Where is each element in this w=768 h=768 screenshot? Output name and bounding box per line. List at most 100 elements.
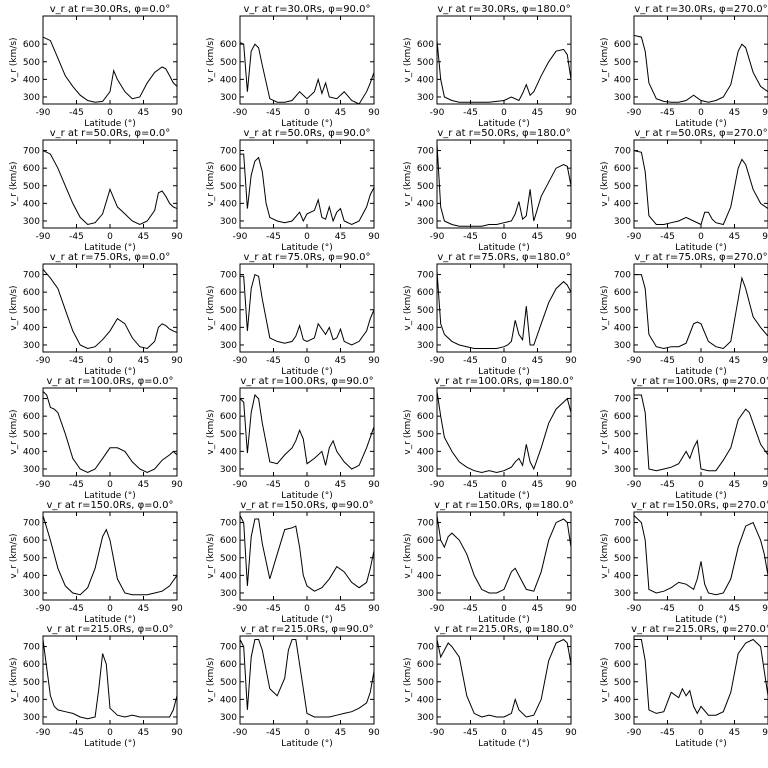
panel-title: v_r at r=75.0Rs, φ=0.0° bbox=[50, 252, 171, 263]
x-tick-label: -45 bbox=[266, 108, 281, 118]
x-tick-label: -45 bbox=[266, 604, 281, 614]
x-axis-label: Latitude (°) bbox=[675, 119, 726, 129]
panel-title: v_r at r=50.0Rs, φ=90.0° bbox=[244, 128, 371, 139]
x-tick-label: 0 bbox=[698, 356, 704, 366]
x-tick-label: 0 bbox=[698, 728, 704, 738]
y-tick-label: 400 bbox=[220, 571, 237, 581]
y-tick-label: 300 bbox=[614, 589, 631, 599]
x-tick-label: 0 bbox=[304, 728, 310, 738]
y-tick-label: 600 bbox=[417, 660, 434, 670]
x-tick-label: 45 bbox=[138, 232, 149, 242]
y-axis-label: v_r (km/s) bbox=[9, 285, 19, 330]
x-tick-label: -45 bbox=[69, 356, 84, 366]
y-tick-label: 600 bbox=[23, 660, 40, 670]
x-tick-label: 45 bbox=[729, 480, 740, 490]
x-tick-label: 90 bbox=[565, 232, 577, 242]
vr-series-line bbox=[633, 515, 768, 596]
x-tick-label: -90 bbox=[430, 356, 445, 366]
vr-series-line bbox=[239, 394, 375, 470]
plot-frame bbox=[436, 15, 572, 105]
y-tick-label: 300 bbox=[220, 465, 237, 475]
x-tick-label: -45 bbox=[463, 356, 478, 366]
y-tick-label: 500 bbox=[220, 58, 237, 68]
y-axis-label: v_r (km/s) bbox=[403, 161, 413, 206]
y-tick-label: 300 bbox=[417, 341, 434, 351]
vr-series-line bbox=[239, 41, 375, 105]
panel-title: v_r at r=215.0Rs, φ=270.0° bbox=[631, 624, 768, 635]
y-tick-label: 600 bbox=[417, 412, 434, 422]
y-tick-label: 400 bbox=[614, 695, 631, 705]
x-tick-label: 45 bbox=[729, 604, 740, 614]
plot-frame bbox=[633, 387, 768, 477]
x-tick-label: 45 bbox=[138, 480, 149, 490]
vr-series-line bbox=[42, 268, 178, 350]
y-tick-label: 600 bbox=[614, 536, 631, 546]
y-tick-label: 600 bbox=[417, 536, 434, 546]
y-tick-label: 300 bbox=[417, 465, 434, 475]
y-tick-label: 300 bbox=[614, 341, 631, 351]
x-axis-label: Latitude (°) bbox=[281, 615, 332, 625]
x-tick-label: -90 bbox=[627, 356, 642, 366]
y-tick-label: 500 bbox=[417, 678, 434, 688]
x-tick-label: 45 bbox=[335, 356, 346, 366]
y-tick-label: 700 bbox=[417, 643, 434, 653]
x-tick-label: 90 bbox=[171, 480, 183, 490]
x-tick-label: 0 bbox=[304, 480, 310, 490]
plot-frame bbox=[239, 15, 375, 105]
x-tick-label: 90 bbox=[762, 108, 768, 118]
x-tick-label: 0 bbox=[501, 108, 507, 118]
y-tick-label: 600 bbox=[220, 40, 237, 50]
panel-r5-c3: v_r at r=215.0Rs, φ=270.0° -90 -45 0 45 90 300… bbox=[600, 624, 768, 749]
x-axis-label: Latitude (°) bbox=[675, 243, 726, 253]
x-tick-label: 45 bbox=[532, 232, 543, 242]
x-tick-label: 45 bbox=[532, 356, 543, 366]
y-axis-label: v_r (km/s) bbox=[600, 533, 610, 578]
y-tick-label: 400 bbox=[220, 695, 237, 705]
y-tick-label: 400 bbox=[220, 75, 237, 85]
y-tick-label: 700 bbox=[614, 271, 631, 281]
vr-series-line bbox=[239, 639, 375, 718]
y-tick-label: 600 bbox=[23, 536, 40, 546]
vr-series-line bbox=[436, 40, 572, 103]
x-tick-label: -45 bbox=[660, 232, 675, 242]
panel-r0-c0: v_r at r=30.0Rs, φ=0.0° -90 -45 0 45 90 300 400… bbox=[9, 4, 183, 129]
x-tick-label: -90 bbox=[430, 604, 445, 614]
panel-title: v_r at r=75.0Rs, φ=180.0° bbox=[437, 252, 570, 263]
plot-frame bbox=[633, 635, 768, 725]
x-tick-label: -45 bbox=[69, 728, 84, 738]
x-tick-label: 90 bbox=[171, 604, 183, 614]
plot-frame bbox=[42, 263, 178, 353]
y-tick-label: 300 bbox=[23, 341, 40, 351]
x-tick-label: 45 bbox=[138, 356, 149, 366]
y-tick-label: 600 bbox=[220, 288, 237, 298]
x-tick-label: 45 bbox=[335, 480, 346, 490]
x-tick-label: -45 bbox=[463, 108, 478, 118]
y-tick-label: 300 bbox=[417, 217, 434, 227]
x-tick-label: -45 bbox=[266, 232, 281, 242]
y-tick-label: 300 bbox=[417, 589, 434, 599]
plot-frame bbox=[436, 511, 572, 601]
y-tick-label: 300 bbox=[220, 589, 237, 599]
x-tick-label: 45 bbox=[532, 728, 543, 738]
x-tick-label: -45 bbox=[660, 604, 675, 614]
panel-r5-c1: v_r at r=215.0Rs, φ=90.0° -90 -45 0 45 90 300 4… bbox=[206, 624, 380, 749]
panel-title: v_r at r=30.0Rs, φ=180.0° bbox=[437, 4, 570, 15]
x-tick-label: -90 bbox=[36, 356, 51, 366]
x-tick-label: -90 bbox=[36, 108, 51, 118]
panel-title: v_r at r=50.0Rs, φ=0.0° bbox=[50, 128, 171, 139]
x-tick-label: 90 bbox=[565, 356, 577, 366]
panel-r1-c3: v_r at r=50.0Rs, φ=270.0° -90 -45 0 45 90 300 4… bbox=[600, 128, 768, 253]
x-tick-label: 0 bbox=[501, 356, 507, 366]
x-tick-label: -90 bbox=[36, 604, 51, 614]
y-axis-label: v_r (km/s) bbox=[206, 409, 216, 454]
x-tick-label: -90 bbox=[36, 480, 51, 490]
panel-title: v_r at r=75.0Rs, φ=270.0° bbox=[634, 252, 767, 263]
y-tick-label: 300 bbox=[220, 93, 237, 103]
y-tick-label: 600 bbox=[23, 412, 40, 422]
y-tick-label: 700 bbox=[417, 395, 434, 405]
y-axis-label: v_r (km/s) bbox=[403, 657, 413, 702]
x-tick-label: -45 bbox=[266, 356, 281, 366]
y-axis-label: v_r (km/s) bbox=[403, 533, 413, 578]
y-axis-label: v_r (km/s) bbox=[600, 37, 610, 82]
vr-series-line bbox=[240, 153, 375, 226]
